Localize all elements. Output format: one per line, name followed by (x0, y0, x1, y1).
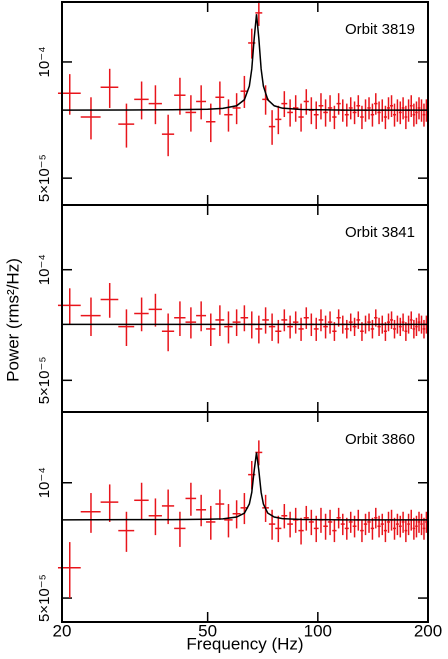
y-tick-label: 10⁻⁴ (36, 467, 53, 498)
x-tick-label: 20 (53, 621, 72, 640)
annotation: Orbit 3860 (345, 431, 415, 448)
x-tick-label: 50 (198, 621, 217, 640)
x-axis-label: Frequency (Hz) (186, 634, 303, 653)
y-axis-label: Power (rms²/Hz) (3, 258, 22, 382)
y-tick-label: 10⁻⁴ (36, 254, 53, 285)
annotation: Orbit 3841 (345, 224, 415, 241)
x-tick-label: 100 (304, 621, 332, 640)
panel-frame (61, 411, 429, 623)
model-line (61, 14, 428, 111)
x-tick-label: 200 (414, 621, 442, 640)
y-tick-label: 5×10⁻⁵ (36, 154, 53, 202)
y-tick-label: 10⁻⁴ (36, 46, 53, 77)
annotation: Orbit 3819 (345, 21, 415, 38)
y-tick-label: 5×10⁻⁵ (36, 356, 53, 404)
model-line (61, 452, 428, 521)
y-tick-label: 5×10⁻⁵ (36, 574, 53, 622)
